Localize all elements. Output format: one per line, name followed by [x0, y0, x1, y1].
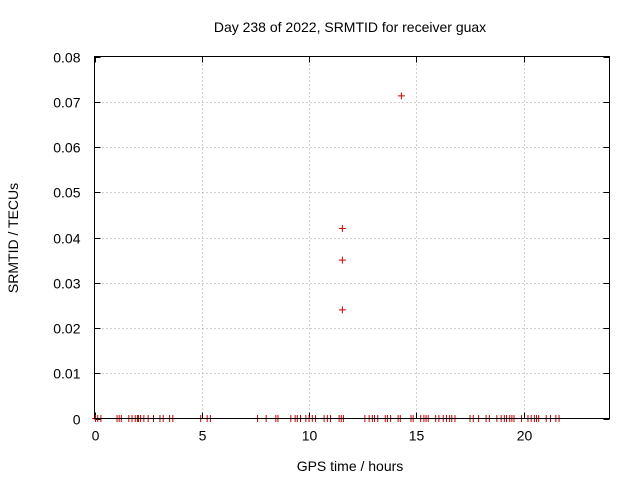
- data-points: [92, 92, 563, 422]
- axis-ticks: 0 0.01 0.02 0.03 0.04 0.05 0.06 0.07 0.08 0 5 10 15 2…: [53, 50, 610, 444]
- y-tick-label: 0.03: [53, 276, 80, 292]
- y-tick-label: 0: [73, 412, 81, 428]
- x-tick-label: 0: [92, 428, 100, 444]
- y-tick-label: 0.04: [53, 231, 80, 247]
- y-axis-label: SRMTID / TECUs: [5, 183, 21, 293]
- y-tick-label: 0.05: [53, 185, 80, 201]
- y-tick-label: 0.07: [53, 95, 80, 111]
- x-tick-label: 5: [199, 428, 207, 444]
- x-tick-label: 20: [517, 428, 533, 444]
- x-axis-label: GPS time / hours: [297, 458, 404, 474]
- y-tick-label: 0.02: [53, 321, 80, 337]
- grid-lines: [94, 56, 610, 419]
- data-point: [338, 306, 346, 314]
- x-tick-label: 15: [409, 428, 425, 444]
- x-tick-label: 10: [302, 428, 318, 444]
- chart-title: Day 238 of 2022, SRMTID for receiver gua…: [214, 19, 486, 35]
- y-tick-label: 0.08: [53, 50, 80, 66]
- y-tick-label: 0.06: [53, 140, 80, 156]
- plot-frame: [94, 56, 610, 419]
- y-tick-label: 0.01: [53, 366, 80, 382]
- data-point: [338, 256, 346, 264]
- data-point: [397, 92, 405, 100]
- data-point: [338, 224, 346, 232]
